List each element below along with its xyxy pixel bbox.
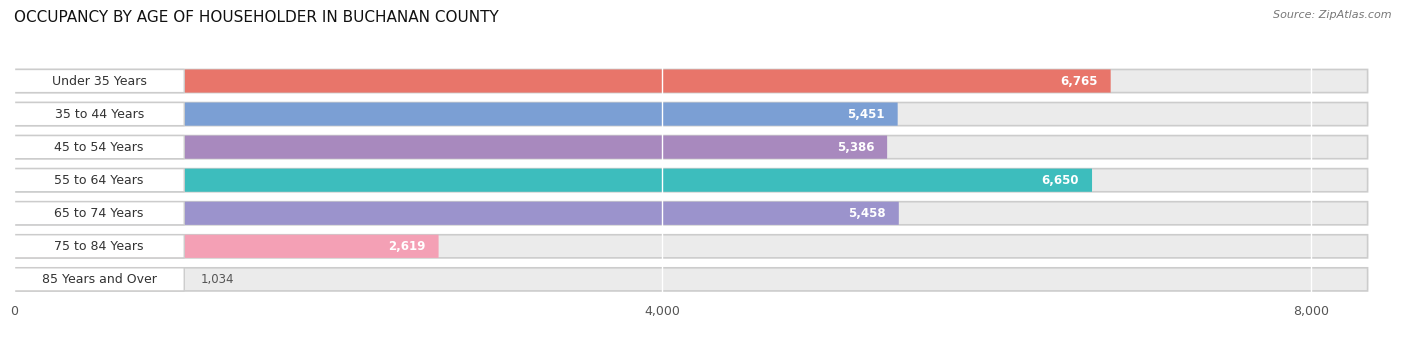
FancyBboxPatch shape xyxy=(14,169,184,192)
FancyBboxPatch shape xyxy=(14,69,184,92)
FancyBboxPatch shape xyxy=(14,169,1092,192)
Text: 85 Years and Over: 85 Years and Over xyxy=(42,273,156,286)
FancyBboxPatch shape xyxy=(14,136,1368,159)
Text: 5,451: 5,451 xyxy=(848,107,884,121)
Text: 5,386: 5,386 xyxy=(837,141,875,154)
FancyBboxPatch shape xyxy=(14,136,184,159)
FancyBboxPatch shape xyxy=(14,202,1368,225)
FancyBboxPatch shape xyxy=(14,202,184,225)
FancyBboxPatch shape xyxy=(14,103,897,126)
FancyBboxPatch shape xyxy=(14,136,887,159)
Text: 45 to 54 Years: 45 to 54 Years xyxy=(55,141,143,154)
FancyBboxPatch shape xyxy=(14,202,898,225)
FancyBboxPatch shape xyxy=(14,268,181,291)
FancyBboxPatch shape xyxy=(14,268,1368,291)
Text: Source: ZipAtlas.com: Source: ZipAtlas.com xyxy=(1274,10,1392,20)
FancyBboxPatch shape xyxy=(14,235,1368,258)
Text: 65 to 74 Years: 65 to 74 Years xyxy=(55,207,143,220)
Text: 2,619: 2,619 xyxy=(388,240,426,253)
Text: 35 to 44 Years: 35 to 44 Years xyxy=(55,107,143,121)
FancyBboxPatch shape xyxy=(14,69,1111,92)
Text: 75 to 84 Years: 75 to 84 Years xyxy=(55,240,143,253)
FancyBboxPatch shape xyxy=(14,268,184,291)
Text: 6,765: 6,765 xyxy=(1060,74,1098,87)
FancyBboxPatch shape xyxy=(14,235,184,258)
Text: 55 to 64 Years: 55 to 64 Years xyxy=(55,174,143,187)
Text: 5,458: 5,458 xyxy=(848,207,886,220)
Text: 1,034: 1,034 xyxy=(201,273,235,286)
FancyBboxPatch shape xyxy=(14,169,1368,192)
FancyBboxPatch shape xyxy=(14,69,1368,92)
FancyBboxPatch shape xyxy=(14,103,1368,126)
FancyBboxPatch shape xyxy=(14,235,439,258)
Text: 6,650: 6,650 xyxy=(1042,174,1078,187)
Text: OCCUPANCY BY AGE OF HOUSEHOLDER IN BUCHANAN COUNTY: OCCUPANCY BY AGE OF HOUSEHOLDER IN BUCHA… xyxy=(14,10,499,25)
FancyBboxPatch shape xyxy=(14,103,184,126)
Text: Under 35 Years: Under 35 Years xyxy=(52,74,146,87)
